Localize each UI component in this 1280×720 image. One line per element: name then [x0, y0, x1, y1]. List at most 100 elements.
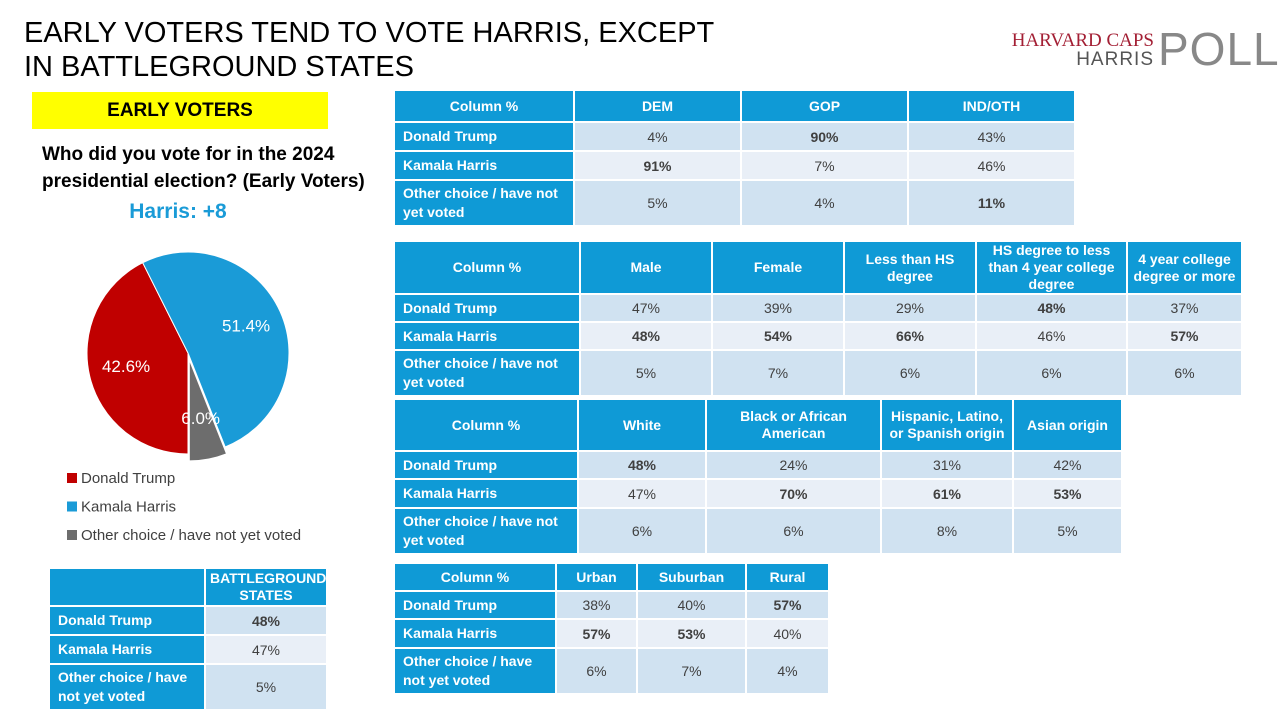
table-cell: 57% [1126, 321, 1243, 351]
slice-label: 42.6% [102, 357, 150, 376]
table-cell: 70% [705, 478, 882, 509]
table-cell: 57% [555, 618, 638, 649]
row-label: Other choice / have not yet voted [48, 663, 206, 711]
header-cell: Black or African American [705, 398, 882, 452]
data-table: Column % White Black or African American Hi… [393, 398, 1123, 555]
table-cell: 53% [1012, 478, 1123, 509]
logo-text: HARVARD CAPS [1011, 30, 1154, 51]
pie-slice [188, 359, 228, 462]
table-cell: 24% [705, 450, 882, 480]
pie-chart: 42.6% 51.4% 6.0% Donald Trump Kamala Harris O… [67, 251, 301, 544]
logo-text: HARRIS [1076, 49, 1154, 70]
table-cell: 54% [711, 321, 845, 351]
header-cell: Asian origin [1012, 398, 1123, 452]
table-cell: 39% [711, 293, 845, 323]
table-cell: 48% [579, 321, 713, 351]
table-cell: 5% [579, 349, 713, 397]
table-row: Donald Trump 38% 40% 57% [393, 590, 830, 620]
table-row: Donald Trump 47% 39% 29% 48% 37% [393, 293, 1243, 323]
table-cell: 46% [907, 150, 1076, 181]
table-cell: 5% [1012, 507, 1123, 555]
table-cell: 5% [573, 179, 742, 227]
header-cell: Column % [393, 562, 557, 592]
header-cell: 4 year college degree or more [1126, 240, 1243, 295]
table-cell: 4% [573, 121, 742, 152]
table-cell: 4% [740, 179, 909, 227]
table-cell: 53% [636, 618, 747, 649]
legend-label: Donald Trump [81, 470, 175, 487]
table-cell: 7% [711, 349, 845, 397]
row-label: Donald Trump [393, 450, 579, 480]
row-label: Donald Trump [393, 121, 575, 152]
table-cell: 38% [555, 590, 638, 620]
table-cell: 48% [204, 605, 328, 636]
table-row: Kamala Harris 47% [48, 634, 328, 665]
badge: EARLY VOTERS [32, 92, 328, 129]
header-cell: IND/OTH [907, 89, 1076, 123]
header-cell: White [577, 398, 707, 452]
data-table: Column % Male Female Less than HS degree HS … [393, 240, 1243, 397]
table-cell: 40% [745, 618, 830, 649]
table-cell: 90% [740, 121, 909, 152]
table-row: Donald Trump 48% [48, 605, 328, 636]
table-cell: 37% [1126, 293, 1243, 323]
table-cell: 91% [573, 150, 742, 181]
row-label: Other choice / have not yet voted [393, 507, 579, 555]
row-label: Kamala Harris [393, 618, 557, 649]
table-row: Donald Trump 48% 24% 31% 42% [393, 450, 1123, 480]
table-cell: 6% [843, 349, 977, 397]
table-cell: 47% [204, 634, 328, 665]
table-cell: 6% [577, 507, 707, 555]
header-cell: Hispanic, Latino, or Spanish origin [880, 398, 1014, 452]
legend-swatch [67, 530, 77, 540]
table-cell: 42% [1012, 450, 1123, 480]
table-cell: 7% [740, 150, 909, 181]
table-row: Other choice / have not yet voted 5% 7% 6% 6… [393, 349, 1243, 397]
row-label: Other choice / have not yet voted [393, 179, 575, 227]
header-cell: Suburban [636, 562, 747, 592]
table-row: Kamala Harris 47% 70% 61% 53% [393, 478, 1123, 509]
table-row: Kamala Harris 48% 54% 66% 46% 57% [393, 321, 1243, 351]
row-label: Donald Trump [48, 605, 206, 636]
header-row: Column % Male Female Less than HS degree HS … [393, 240, 1243, 295]
legend-label: Other choice / have not yet voted [81, 527, 301, 544]
table-cell: 8% [880, 507, 1014, 555]
logo-text: POLL [1158, 23, 1280, 75]
header-row: Column % White Black or African American Hi… [393, 398, 1123, 452]
table-cell: 48% [577, 450, 707, 480]
table-row: Other choice / have not yet voted 6% 7% 4% [393, 647, 830, 695]
table-row: Kamala Harris 91% 7% 46% [393, 150, 1076, 181]
slice-label: 6.0% [181, 409, 220, 428]
pie-slice [86, 262, 189, 455]
table-cell: 31% [880, 450, 1014, 480]
table-cell: 6% [1126, 349, 1243, 397]
table-cell: 43% [907, 121, 1076, 152]
chart-title: Who did you vote for in the 2024 preside… [42, 144, 365, 192]
legend-swatch [67, 501, 77, 512]
header-cell: Column % [393, 398, 579, 452]
table-cell: 47% [579, 293, 713, 323]
table-cell: 61% [880, 478, 1014, 509]
table-cell: 6% [555, 647, 638, 695]
row-label: Kamala Harris [48, 634, 206, 665]
slide-title: EARLY VOTERS TEND TO VOTE HARRIS, EXCEPT… [24, 17, 714, 83]
row-label: Kamala Harris [393, 478, 579, 509]
table-cell: 11% [907, 179, 1076, 227]
table-cell: 6% [705, 507, 882, 555]
header-cell [48, 567, 206, 607]
header-cell: HS degree to less than 4 year college de… [975, 240, 1128, 295]
slice-label: 51.4% [222, 316, 270, 335]
legend-label: Kamala Harris [81, 498, 176, 515]
header-row: Column % DEM GOP IND/OTH [393, 89, 1076, 123]
table-cell: 6% [975, 349, 1128, 397]
header-cell: Female [711, 240, 845, 295]
header-cell: Urban [555, 562, 638, 592]
table-cell: 5% [204, 663, 328, 711]
table-row: Other choice / have not yet voted 6% 6% 8% 5… [393, 507, 1123, 555]
table-row: Kamala Harris 57% 53% 40% [393, 618, 830, 649]
chart-subtitle: Harris: +8 [129, 200, 227, 223]
table-cell: 29% [843, 293, 977, 323]
header-cell: DEM [573, 89, 742, 123]
table-cell: 57% [745, 590, 830, 620]
